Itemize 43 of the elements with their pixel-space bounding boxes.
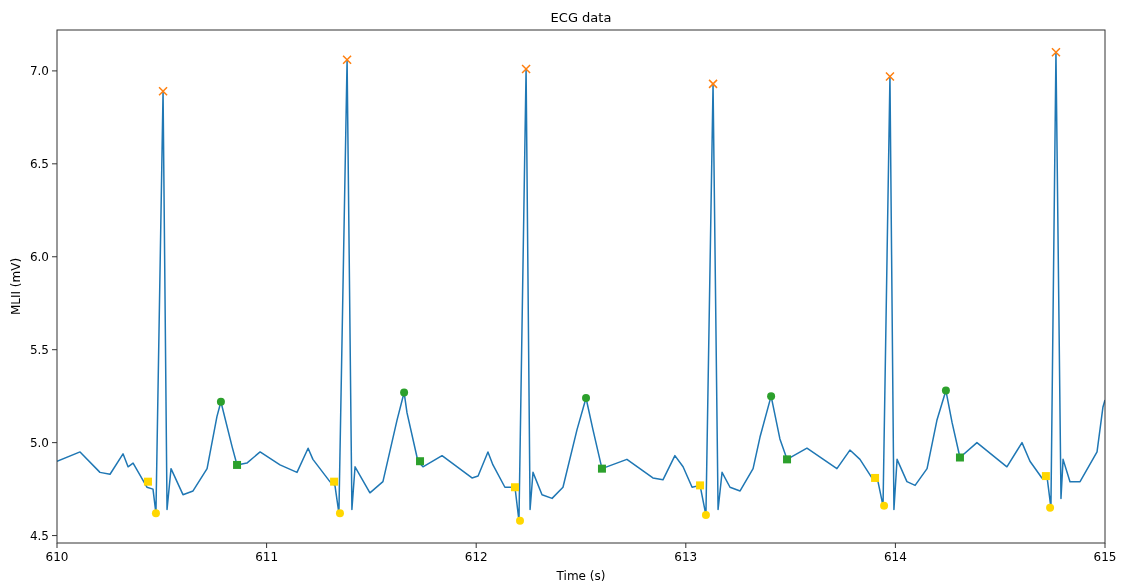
point [342,54,352,65]
y-tick-label: 7.0 [29,64,49,79]
point [597,464,606,473]
point [400,388,409,397]
x-tick-label: 610 [45,550,69,564]
y-tick-label: 6.5 [29,157,49,172]
y-tick-label: 5.0 [29,435,49,450]
x-axis-title: Time (s) [555,569,606,583]
point [783,455,792,464]
point [696,481,705,490]
point [143,477,152,486]
point [1051,47,1061,58]
point [330,477,339,486]
x-tick-label: 611 [255,550,279,564]
point [871,473,880,482]
y-tick-label: 6.0 [29,249,49,264]
point [941,386,950,395]
point [582,394,591,403]
point [510,483,519,492]
point [885,71,895,82]
x-tick-label: 612 [464,550,488,564]
point [880,501,889,510]
point [708,79,718,89]
chart-title: ECG data [550,10,612,25]
y-tick-label: 4.5 [29,528,49,543]
y-axis-title: MLII (mV) [9,257,23,316]
x-tick-label: 615 [1093,550,1117,564]
point [767,392,776,401]
point [216,397,225,406]
x-tick-label: 613 [674,550,698,564]
point [158,86,168,97]
point [151,509,160,518]
x-tick-label: 614 [883,550,907,564]
point [955,453,964,462]
point [416,457,425,466]
point [335,509,344,518]
point [701,511,710,520]
point [521,64,531,74]
point [516,516,525,525]
point [233,460,242,469]
y-tick-label: 5.5 [29,342,49,357]
point [1041,472,1050,481]
point [1046,503,1055,512]
